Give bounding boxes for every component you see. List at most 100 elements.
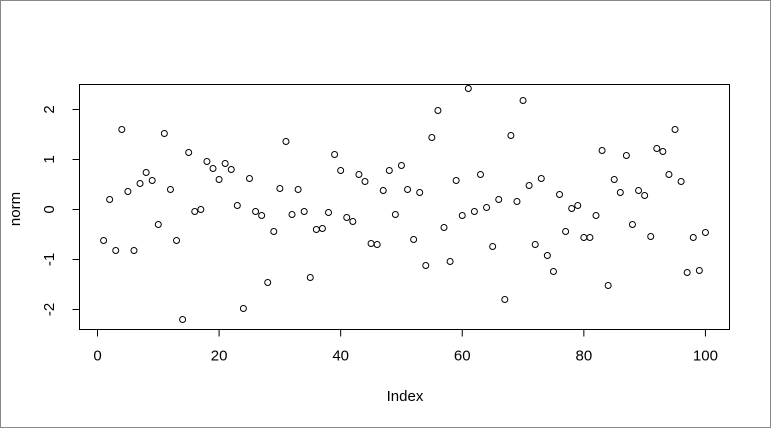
point <box>464 85 472 92</box>
point <box>245 175 253 182</box>
point <box>136 180 144 187</box>
point <box>410 236 418 243</box>
point <box>288 211 296 218</box>
point <box>209 165 217 172</box>
point <box>598 147 606 154</box>
point <box>270 228 278 235</box>
x-tick-label: 40 <box>332 347 349 364</box>
point <box>385 167 393 174</box>
point <box>233 202 241 209</box>
point <box>531 241 539 248</box>
point <box>562 228 570 235</box>
point <box>604 282 612 289</box>
point <box>282 138 290 145</box>
point <box>610 176 618 183</box>
point <box>556 191 564 198</box>
point <box>446 258 454 265</box>
point <box>689 234 697 241</box>
point <box>458 212 466 219</box>
point <box>641 192 649 199</box>
point <box>252 208 260 215</box>
point <box>337 167 345 174</box>
point <box>501 296 509 303</box>
point <box>173 237 181 244</box>
point <box>701 229 709 236</box>
point <box>100 237 108 244</box>
point <box>160 130 168 137</box>
point <box>404 186 412 193</box>
point <box>671 126 679 133</box>
point <box>397 162 405 169</box>
point <box>628 221 636 228</box>
point <box>239 305 247 312</box>
point <box>659 148 667 155</box>
point <box>695 267 703 274</box>
point <box>294 186 302 193</box>
point <box>215 176 223 183</box>
point <box>349 218 357 225</box>
point <box>452 177 460 184</box>
point <box>203 158 211 165</box>
point <box>258 212 266 219</box>
point <box>343 214 351 221</box>
point <box>495 196 503 203</box>
point <box>677 178 685 185</box>
point <box>537 175 545 182</box>
point <box>227 166 235 173</box>
point <box>221 160 229 167</box>
point <box>476 171 484 178</box>
point <box>197 206 205 213</box>
y-tick-label: 1 <box>41 155 58 163</box>
point <box>318 225 326 232</box>
point <box>118 126 126 133</box>
y-tick-label: -1 <box>41 253 58 266</box>
x-tick-label: 20 <box>211 347 228 364</box>
point <box>568 205 576 212</box>
point <box>325 209 333 216</box>
point <box>179 316 187 323</box>
point <box>683 269 691 276</box>
point <box>300 208 308 215</box>
point <box>391 211 399 218</box>
point <box>416 189 424 196</box>
point <box>525 182 533 189</box>
point <box>124 188 132 195</box>
point <box>166 186 174 193</box>
x-tick-label: 80 <box>575 347 592 364</box>
point <box>616 189 624 196</box>
point <box>130 247 138 254</box>
point <box>470 208 478 215</box>
point <box>276 185 284 192</box>
point <box>355 171 363 178</box>
point <box>264 279 272 286</box>
point <box>379 187 387 194</box>
point <box>592 212 600 219</box>
point <box>665 171 673 178</box>
point <box>653 145 661 152</box>
point <box>148 177 156 184</box>
point <box>586 234 594 241</box>
point <box>543 252 551 259</box>
point <box>331 151 339 158</box>
point <box>361 178 369 185</box>
point <box>483 204 491 211</box>
point <box>185 149 193 156</box>
y-axis-label: norm <box>7 192 24 226</box>
point <box>507 132 515 139</box>
point <box>373 241 381 248</box>
point <box>434 107 442 114</box>
point <box>428 134 436 141</box>
point <box>635 187 643 194</box>
x-tick-label: 60 <box>454 347 471 364</box>
x-axis-label: Index <box>387 388 424 405</box>
point <box>489 243 497 250</box>
point <box>549 268 557 275</box>
point <box>519 97 527 104</box>
y-tick-label: 0 <box>41 205 58 213</box>
y-tick-label: 2 <box>41 105 58 113</box>
point <box>422 262 430 269</box>
point <box>622 152 630 159</box>
x-tick-label: 100 <box>693 347 718 364</box>
